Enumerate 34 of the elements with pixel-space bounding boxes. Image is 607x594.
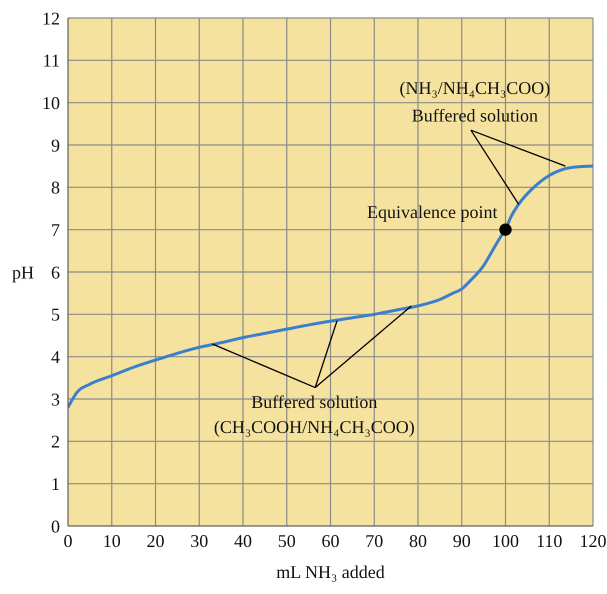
y-tick-label: 10 xyxy=(42,93,60,114)
y-tick-label: 8 xyxy=(51,178,60,198)
x-tick-label: 50 xyxy=(278,530,296,551)
x-tick-label: 90 xyxy=(452,530,471,551)
y-tick-label: 0 xyxy=(51,516,60,536)
y-tick-label: 4 xyxy=(51,347,60,368)
x-tick-label: 60 xyxy=(322,530,340,551)
annotation: Buffered solution xyxy=(251,392,378,412)
y-tick-label: 1 xyxy=(51,474,60,494)
y-tick-label: 5 xyxy=(51,304,60,325)
y-tick-label: 11 xyxy=(42,50,60,71)
x-tick-label: 110 xyxy=(536,530,562,551)
y-tick-label: 12 xyxy=(42,8,60,28)
y-tick-label: 2 xyxy=(51,432,60,452)
x-tick-label: 10 xyxy=(102,530,121,551)
x-tick-label: 80 xyxy=(409,530,427,551)
line-series xyxy=(68,164,593,409)
annotation: (NH₃/NH₄CH₃COO) xyxy=(399,78,550,98)
x-axis-title: mL NH₃ added xyxy=(276,562,385,582)
y-tick-label: 9 xyxy=(51,135,60,156)
annotation: Buffered solution xyxy=(412,106,538,126)
y-tick-label: 6 xyxy=(51,262,60,282)
x-tick-label: 0 xyxy=(64,530,72,551)
annotation: Equivalence point xyxy=(367,202,498,222)
x-tick-label: 70 xyxy=(365,530,384,551)
x-tick-label: 30 xyxy=(190,530,208,551)
x-tick-label: 100 xyxy=(492,530,519,551)
y-tick-label: 3 xyxy=(51,389,60,410)
y-tick-label: 7 xyxy=(51,220,60,240)
x-tick-label: 40 xyxy=(234,530,252,551)
x-tick-label: 120 xyxy=(580,530,606,551)
x-tick-label: 20 xyxy=(146,530,164,551)
y-axis-title: pH xyxy=(12,262,34,282)
annotation: (CH₃COOH/NH₄CH₃COO) xyxy=(214,416,415,437)
